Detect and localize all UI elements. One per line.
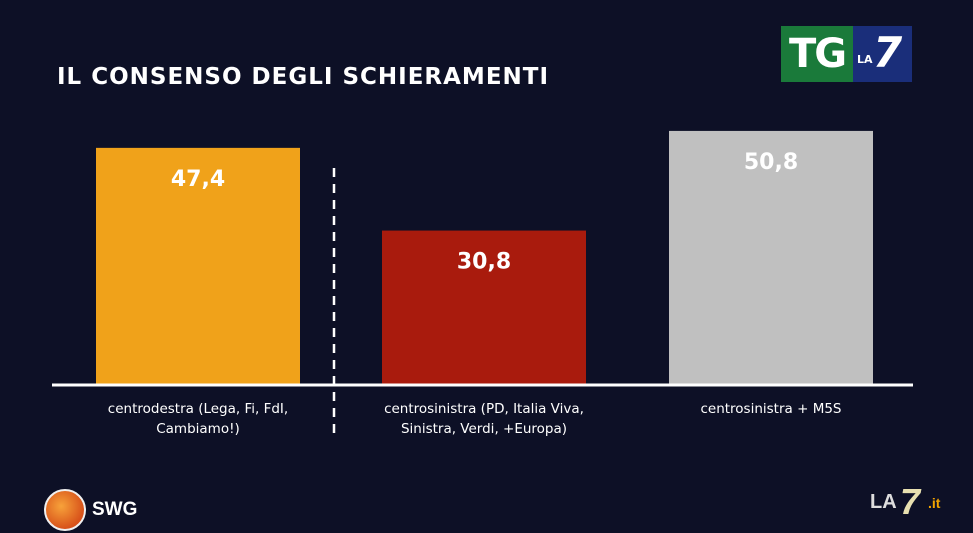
category-label-2-line-2: Sinistra, Verdi, +Europa) [401,421,567,437]
la7-watermark-la: LA [870,491,897,513]
la-logo-text: LA [857,53,873,66]
la7-watermark-seven: 7 [900,481,921,522]
category-label-3-line-1: centrosinistra + M5S [700,401,841,417]
source-label: SWG [92,499,138,520]
bar-2 [382,230,586,384]
la7-logo-box: LA 7 [853,26,912,82]
la7-watermark: LA 7 .it [862,481,952,523]
data-label-2: 30,8 [457,250,511,275]
bar-1 [96,147,300,384]
data-label-1: 47,4 [171,167,225,192]
la7-watermark-it: .it [928,495,941,511]
seven-logo-text: 7 [873,28,903,77]
bar-3 [669,130,873,384]
tg-la7-logo: TG LA 7 [781,26,912,82]
category-label-1-line-1: centrodestra (Lega, Fi, FdI, [108,401,288,417]
category-label-2-line-1: centrosinistra (PD, Italia Viva, [384,401,584,417]
category-label-1-line-2: Cambiamo!) [156,421,240,437]
globe-icon [44,489,86,531]
data-label-3: 50,8 [744,150,798,175]
tg-logo-text: TG [781,26,853,82]
swg-logo: SWG [44,489,137,531]
chart-title: IL CONSENSO DEGLI SCHIERAMENTI [57,64,550,90]
